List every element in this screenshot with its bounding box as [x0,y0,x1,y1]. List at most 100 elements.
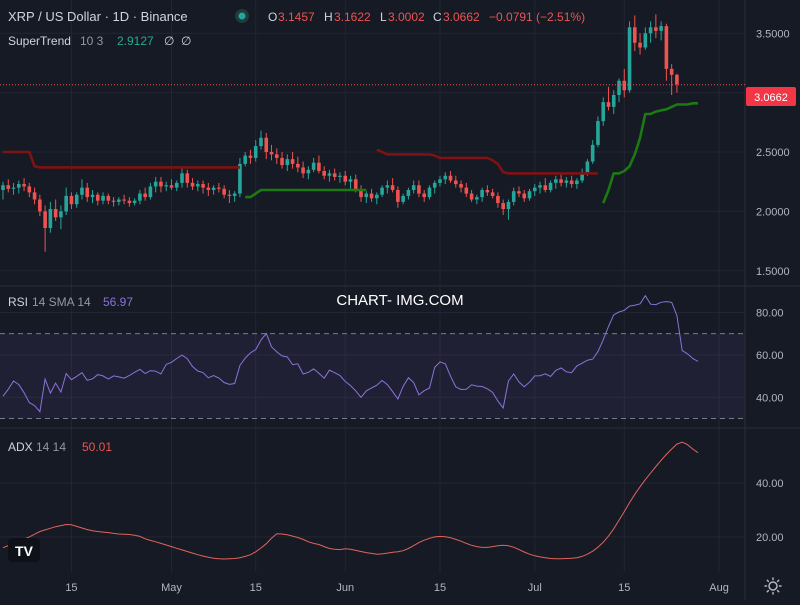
candle [464,182,469,198]
adx-axis[interactable]: 40.00 20.00 [756,478,784,544]
candle-body [22,184,26,187]
candle-body [69,195,74,205]
rsi-legend-text: RSI 14 SMA 14 56.97 [8,295,133,309]
candle [359,185,363,202]
candle-body [475,197,479,200]
candle [669,64,674,95]
candle-body [654,27,658,31]
supertrend-value: 2.9127 [117,34,154,48]
candle [53,199,58,221]
candle-body [206,187,211,190]
rsi-legend[interactable]: RSI 14 SMA 14 56.97 [8,295,133,309]
candle-body [627,27,632,91]
candle [596,116,600,148]
time-tick-label: Aug [709,582,729,594]
candle-body [48,209,53,228]
candle-body [490,192,495,196]
tradingview-logo[interactable]: TV [8,538,40,562]
candle-body [669,68,674,75]
candle [554,175,558,189]
candle-body [90,194,95,198]
candle [617,78,621,103]
candle [633,15,637,52]
candle-body [138,193,142,201]
candle-body [16,184,21,188]
candle-body [327,173,332,176]
candle-body [375,194,379,199]
candle [396,186,400,208]
candle [443,172,448,185]
price-tick-label: 2.0000 [756,206,790,218]
candle [232,191,237,202]
candle-body [285,159,290,166]
candle [411,180,416,194]
candle [74,192,79,208]
candle-body [164,185,169,187]
settings-gear-icon[interactable] [764,577,782,595]
candle-body [274,154,279,158]
candle-body [590,144,595,162]
rsi-axis[interactable]: 80.00 60.00 40.00 [756,307,784,404]
adx-legend[interactable]: ADX 14 14 50.01 [8,440,112,454]
candle [122,194,126,205]
candle [185,169,190,188]
candle [196,180,200,192]
candle [111,197,116,207]
candle [290,152,295,169]
candle [664,23,669,81]
candle [343,171,348,186]
candle [306,166,311,180]
rsi-series [2,294,699,413]
candle-body [243,155,247,164]
candle [369,188,374,202]
candle-body [27,186,32,193]
candle [43,205,47,252]
candle-body [548,182,553,190]
candle [101,192,105,205]
candle-body [543,185,548,190]
candle [348,175,353,189]
change-value: −0.0791 (−2.51%) [489,10,585,24]
candle-body [575,180,579,185]
candle-body [53,209,58,218]
candle [269,144,274,161]
candle [153,176,158,193]
candle [27,182,32,198]
candle [22,178,26,192]
candle-body [506,201,511,209]
candle-body [6,185,11,189]
candle [301,161,305,179]
candle-body [485,190,490,193]
candle-body [11,187,16,189]
candle [80,179,84,200]
candle-body [464,187,469,194]
candle [143,187,147,201]
adx-name: ADX [8,440,33,454]
candle-body [411,185,416,190]
candle [311,157,316,173]
candle-body [153,181,158,187]
candle [606,86,611,111]
rsi-tick-label: 40.00 [756,392,784,404]
candle [148,182,153,200]
rsi-params: 14 SMA 14 [32,295,91,309]
candle [11,182,16,195]
supertrend-legend[interactable]: SuperTrend 10 3 2.9127 ∅ ∅ [8,34,191,48]
candle-body [74,194,79,205]
candle-body [232,193,237,196]
candle [427,185,432,200]
supertrend-bearish-line [3,148,598,175]
low-label: L [380,10,387,24]
candle [401,193,405,205]
candle [517,186,521,198]
candle [643,27,648,50]
time-axis[interactable]: 15 May 15 Jun 15 Jul 15 Aug [65,582,729,594]
candle-body [106,195,111,201]
candle-body [569,180,574,185]
candle [580,168,584,183]
candle-body [422,193,426,198]
adx-series [2,441,699,560]
candle [538,181,542,194]
symbol-title[interactable]: XRP / US Dollar · 1D · Binance [8,9,188,24]
